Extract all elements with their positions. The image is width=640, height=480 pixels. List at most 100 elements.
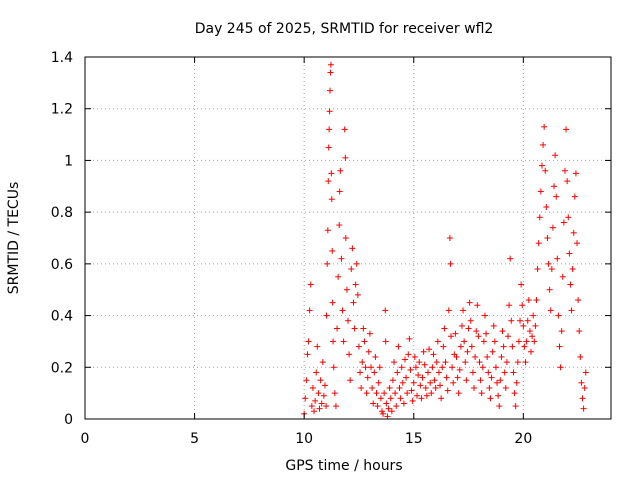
data-point	[385, 405, 392, 412]
data-point	[406, 335, 413, 342]
data-point	[496, 403, 503, 410]
data-point	[352, 281, 359, 288]
data-point	[341, 126, 348, 133]
data-point	[386, 384, 393, 391]
data-point	[336, 188, 343, 195]
chart-title: Day 245 of 2025, SRMTID for receiver wfl…	[195, 21, 494, 37]
data-point	[494, 379, 501, 386]
data-point	[504, 333, 511, 340]
data-point	[339, 307, 346, 314]
data-point	[323, 312, 330, 319]
data-point	[389, 377, 396, 384]
data-point	[321, 382, 328, 389]
data-point	[529, 333, 536, 340]
data-point	[410, 379, 417, 386]
data-point	[323, 403, 330, 410]
plot-frame	[84, 56, 612, 420]
data-point	[360, 325, 367, 332]
y-tick-label: 0	[64, 412, 73, 428]
data-point	[328, 196, 335, 203]
data-point	[565, 214, 572, 221]
data-point	[376, 364, 383, 371]
data-point	[444, 387, 451, 394]
data-point	[409, 397, 416, 404]
data-point	[353, 260, 360, 267]
data-point	[503, 359, 510, 366]
data-point	[369, 384, 376, 391]
data-point	[492, 364, 499, 371]
data-point	[349, 245, 356, 252]
data-point	[414, 392, 421, 399]
data-point	[581, 384, 588, 391]
data-point	[422, 384, 429, 391]
data-point	[399, 379, 406, 386]
data-point	[574, 240, 581, 247]
data-point	[424, 369, 431, 376]
data-point	[324, 227, 331, 234]
data-point	[554, 255, 561, 262]
data-point	[517, 317, 524, 324]
data-point	[575, 297, 582, 304]
data-point	[348, 266, 355, 273]
data-point	[463, 377, 470, 384]
data-point	[464, 348, 471, 355]
data-point	[475, 333, 482, 340]
data-point	[502, 384, 509, 391]
data-point	[454, 374, 461, 381]
data-point	[317, 377, 324, 384]
data-point	[553, 193, 560, 200]
data-point	[417, 382, 424, 389]
data-point	[429, 364, 436, 371]
data-point	[526, 328, 533, 335]
x-tick-label: 15	[405, 431, 423, 447]
data-point	[345, 317, 351, 324]
data-point	[332, 403, 339, 410]
data-point	[540, 141, 547, 148]
data-point	[523, 338, 530, 345]
data-point	[443, 374, 450, 381]
data-point	[462, 359, 469, 366]
data-point	[327, 69, 334, 76]
data-point	[420, 348, 427, 355]
data-point	[430, 351, 437, 358]
data-point	[538, 162, 545, 169]
data-point	[457, 343, 464, 350]
data-point	[329, 299, 336, 306]
data-point	[442, 359, 449, 366]
data-point	[518, 281, 525, 288]
data-point	[318, 400, 325, 407]
data-point	[306, 307, 313, 314]
data-point	[486, 384, 493, 391]
data-point	[325, 178, 332, 185]
data-point	[534, 266, 541, 273]
data-point	[537, 188, 544, 195]
data-point	[543, 203, 550, 210]
data-point	[555, 312, 562, 319]
data-point	[350, 299, 357, 306]
data-point	[500, 343, 507, 350]
data-point	[528, 348, 535, 355]
data-point	[382, 307, 389, 314]
data-point	[391, 359, 398, 366]
data-point	[524, 317, 531, 324]
data-point	[490, 322, 497, 329]
data-point	[471, 384, 478, 391]
x-tick-label: 5	[190, 431, 199, 447]
data-point	[515, 338, 522, 345]
data-point	[303, 377, 310, 384]
data-point	[440, 343, 447, 350]
y-tick-label: 1	[64, 153, 73, 169]
data-point	[521, 343, 528, 350]
data-point	[392, 390, 399, 397]
data-point	[460, 307, 467, 314]
data-point	[559, 273, 566, 280]
data-point	[403, 374, 410, 381]
data-point	[394, 369, 401, 376]
data-point	[329, 247, 336, 254]
data-point	[324, 260, 331, 267]
data-point	[313, 369, 320, 376]
data-point	[405, 351, 412, 358]
data-point	[544, 235, 551, 241]
data-point	[415, 372, 422, 379]
y-tick-label: 1.2	[51, 102, 73, 118]
